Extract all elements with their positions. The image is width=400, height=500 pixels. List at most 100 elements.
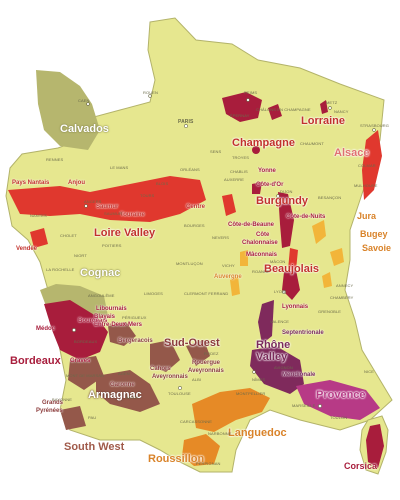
city-blois: BLOIS	[156, 181, 169, 186]
city-rouen: ROUEN	[143, 90, 158, 95]
city-dijon: DIJON	[280, 189, 293, 194]
region-label-sud-ouest: Sud-Ouest	[164, 337, 220, 349]
subregion-saumur: Saumur	[96, 204, 119, 210]
city-rodez: RODEZ	[204, 351, 219, 356]
city-lyon: LYON	[274, 289, 285, 294]
city-markers	[72, 94, 376, 408]
burgundy-vineyards	[252, 182, 298, 270]
subregion-blayais: Blayais	[94, 314, 116, 320]
city-montpellier: MONTPELLIER	[236, 391, 266, 396]
city-troyes: TROYES	[232, 155, 250, 160]
city-carcassonne: CARCASSONNE	[180, 419, 212, 424]
city-annecy: ANNECY	[336, 283, 354, 288]
subregion-septentrionale: Septentrionale	[282, 330, 324, 336]
south-west-vineyards	[60, 340, 210, 430]
subregion-cote-chalonnaise-1: Côte	[256, 232, 270, 238]
city-albi: ALBI	[192, 377, 202, 382]
subregion-cahors: Cahors	[150, 366, 171, 372]
city-besancon: BESANÇON	[318, 195, 342, 200]
corsica-vineyards	[366, 424, 384, 468]
city-orleans: ORLÉANS	[180, 167, 200, 172]
region-label-beaujolais: Beaujolais	[264, 263, 320, 275]
region-label-bugey: Bugey	[360, 229, 388, 239]
city-nantes: NANTES	[30, 213, 47, 218]
subregion-auvergne: Auvergne	[214, 274, 242, 280]
region-label-languedoc: Languedoc	[228, 427, 287, 439]
city-strasbourg: STRASBOURG	[360, 123, 390, 128]
subregion-centre: Centre	[186, 204, 206, 210]
city-saumur: SAUMUR	[104, 211, 122, 216]
city-niort: NIORT	[74, 253, 87, 258]
city-grenoble: GRENOBLE	[318, 309, 342, 314]
city-chaumont: CHAUMONT	[300, 141, 324, 146]
city-colmar: COLMAR	[358, 163, 376, 168]
region-label-corsica: Corsica	[344, 461, 378, 471]
calvados-region	[36, 70, 100, 150]
city-perigueux: PÉRIGUEUX	[122, 315, 147, 320]
city-toulouse: TOULOUSE	[168, 391, 191, 396]
region-label-bordeaux: Bordeaux	[10, 355, 61, 367]
city-tours: TOURS	[140, 193, 155, 198]
region-label-burgundy: Burgundy	[256, 195, 308, 207]
languedoc-vineyards	[182, 388, 270, 466]
city-chambery: CHAMBÉRY	[330, 295, 354, 300]
region-label-armagnac: Armagnac	[88, 389, 142, 401]
subregion-yonne: Yonne	[258, 168, 276, 174]
city-paris: PARIS	[178, 119, 194, 125]
subregion-libournais: Libournais	[96, 306, 127, 312]
region-label-roussillon: Roussillon	[148, 453, 205, 465]
city-caen: CAEN	[78, 98, 90, 103]
city-mulhouse: MULHOUSE	[354, 183, 378, 188]
city-auch: AUCH	[126, 395, 138, 400]
subregion-cote-chalonnaise-2: Chalonnaise	[242, 240, 278, 246]
subregion-rouergue-1: Rouergue	[192, 360, 221, 366]
city-chalons: CHÂLONS EN CHAMPAGNE	[256, 107, 311, 112]
city-bourges: BOURGES	[184, 223, 205, 228]
city-auxerre: AUXERRE	[224, 177, 245, 182]
subregion-cote-dor: Côte-d'Or	[256, 182, 284, 188]
city-nice: NICE	[364, 369, 374, 374]
subregion-grands-pyrenees-2: Pyrénées	[36, 408, 63, 414]
rhone-vineyards	[250, 300, 304, 394]
region-label-lorraine: Lorraine	[301, 115, 346, 127]
city-cholet: CHOLET	[60, 233, 77, 238]
city-le-mans: LE MANS	[110, 165, 129, 170]
city-poitiers: POITIERS	[102, 243, 122, 248]
provence-vineyards	[296, 380, 380, 420]
subregion-lyonnais: Lyonnais	[282, 304, 309, 310]
subregion-graves: Graves	[70, 358, 91, 364]
city-macon: MÂCON	[270, 259, 286, 264]
region-label-alsace: Alsace	[334, 147, 370, 159]
city-nancy: NANCY	[334, 109, 349, 114]
subregion-medoc: Médoc	[36, 326, 56, 332]
city-la-rochelle: LA ROCHELLE	[46, 267, 75, 272]
city-metz: METZ	[326, 100, 338, 105]
loire-vineyards	[8, 176, 236, 248]
city-reims: REIMS	[244, 90, 258, 95]
city-epernay: ÉPERNAY	[230, 113, 250, 118]
city-mont-de-marsan: MONT DE MARSAN	[66, 373, 104, 378]
bordeaux-vineyards	[44, 300, 108, 360]
subregion-entre-deux-mers: Entre-Deux-Mers	[94, 322, 143, 328]
subregion-meridionale: Méridionale	[282, 372, 316, 378]
city-montlucon: MONTLUÇON	[176, 261, 203, 266]
region-label-loire-valley: Loire Valley	[94, 227, 156, 239]
city-sens: SENS	[210, 149, 222, 154]
region-label-provence: Provence	[316, 389, 366, 401]
region-label-savoie: Savoie	[362, 243, 392, 253]
city-angouleme: ANGOULÊME	[88, 293, 115, 298]
subregion-pays-nantais: Pays Nantais	[12, 180, 50, 186]
subregion-cote-de-nuits: Côte-de-Nuits	[286, 214, 326, 220]
region-label-rhone-line2: Valley	[256, 351, 288, 363]
subregion-bergeracois: Bergeracois	[118, 338, 153, 344]
city-marseille: MARSEILLE	[292, 403, 316, 408]
region-label-champagne: Champagne	[232, 137, 295, 149]
city-rennes: RENNES	[46, 157, 64, 162]
city-pau: PAU	[88, 415, 97, 420]
region-label-south-west: South West	[64, 441, 125, 453]
region-label-calvados: Calvados	[60, 123, 109, 135]
subregion-touraine: Touraine	[120, 212, 145, 218]
subregion-aveyronnais: Aveyronnais	[152, 374, 188, 380]
beaujolais-vineyards	[282, 270, 300, 300]
city-agen: AGEN	[118, 371, 130, 376]
